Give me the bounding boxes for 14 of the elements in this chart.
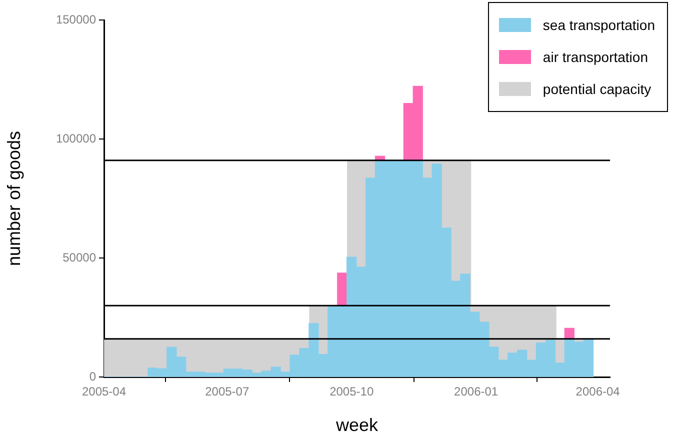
x-axis-title: week	[334, 415, 380, 436]
x-tick-label: 2005-10	[330, 384, 374, 399]
legend-label: potential capacity	[542, 81, 652, 97]
legend-label: air transportation	[542, 49, 648, 65]
y-tick-label: 100000	[56, 131, 96, 146]
y-tick-label: 0	[89, 369, 96, 384]
x-tick-label: 2005-04	[82, 384, 126, 399]
y-axis-title: number of goods	[4, 130, 24, 266]
y-tick-label: 50000	[62, 250, 96, 264]
legend-label: sea transportation	[542, 17, 655, 33]
x-tick-label: 2006-04	[576, 384, 620, 399]
x-tick-label: 2005-07	[205, 384, 250, 399]
y-tick-label: 150000	[56, 12, 96, 26]
x-tick-label: 2006-01	[454, 384, 498, 399]
